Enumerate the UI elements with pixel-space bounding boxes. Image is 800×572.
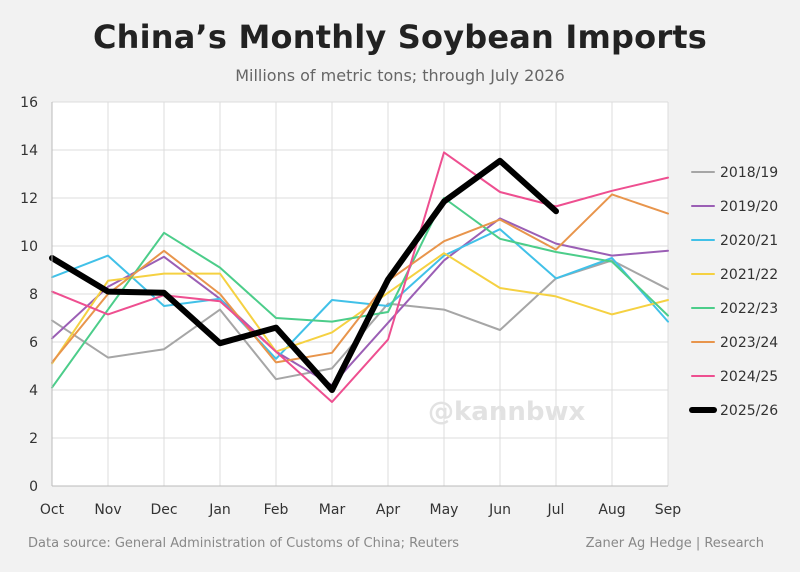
series-line-2023-24: [51, 193, 669, 364]
y-tick-label: 2: [29, 431, 38, 447]
legend-label: 2024/25: [720, 369, 778, 385]
legend-item: 2023/24: [691, 335, 778, 351]
legend-item: 2024/25: [691, 369, 778, 385]
x-tick-label: Aug: [598, 502, 625, 518]
series-line-2025-26: [49, 157, 559, 393]
chart-title: China’s Monthly Soybean Imports: [92, 18, 708, 56]
y-tick-label: 16: [20, 95, 38, 111]
x-tick-label: Sep: [655, 502, 682, 518]
legend-item: 2025/26: [689, 403, 778, 419]
axes: 0 2 4 6 8 10 12 14 16 Oct Nov Dec Jan Feb Mar Apr May Jun…: [20, 95, 681, 518]
legend-label: 2022/23: [720, 301, 778, 317]
x-tick-label: Dec: [150, 502, 177, 518]
series-lines: [49, 151, 669, 403]
legend-item: 2021/22: [691, 267, 778, 283]
x-tick-label: Feb: [264, 502, 289, 518]
credit-note: Zaner Ag Hedge | Research: [585, 536, 764, 551]
x-tick-label: Nov: [94, 502, 121, 518]
y-tick-label: 8: [29, 287, 38, 303]
legend-item: 2020/21: [691, 233, 778, 249]
y-tick-label: 0: [29, 479, 38, 495]
y-tick-label: 14: [20, 143, 38, 159]
y-tick-label: 10: [20, 239, 38, 255]
series-line-2024-25: [51, 151, 669, 403]
watermark: @kannbwx: [428, 397, 585, 427]
x-tick-label: Jul: [547, 502, 565, 518]
legend-label: 2025/26: [720, 403, 778, 419]
legend-label: 2019/20: [720, 199, 778, 215]
y-tick-label: 12: [20, 191, 38, 207]
legend: 2018/19 2019/20 2020/21 2021/22 2022/23 2023/…: [689, 165, 778, 419]
legend-label: 2023/24: [720, 335, 778, 351]
legend-item: 2019/20: [691, 199, 778, 215]
y-tick-label: 4: [29, 383, 38, 399]
x-tick-label: Jan: [208, 502, 231, 518]
x-tick-label: Jun: [488, 502, 511, 518]
legend-item: 2018/19: [691, 165, 778, 181]
legend-label: 2018/19: [720, 165, 778, 181]
x-tick-label: Mar: [319, 502, 346, 518]
x-tick-label: Oct: [40, 502, 65, 518]
y-tick-label: 6: [29, 335, 38, 351]
legend-item: 2022/23: [691, 301, 778, 317]
legend-label: 2021/22: [720, 267, 778, 283]
chart-subtitle: Millions of metric tons; through July 20…: [235, 66, 565, 85]
x-tick-label: Apr: [376, 502, 400, 518]
x-tick-label: May: [430, 502, 459, 518]
series-line-2021-22: [51, 252, 669, 365]
data-source-note: Data source: General Administration of C…: [28, 536, 460, 551]
series-line-2019-20: [51, 217, 669, 387]
legend-label: 2020/21: [720, 233, 778, 249]
